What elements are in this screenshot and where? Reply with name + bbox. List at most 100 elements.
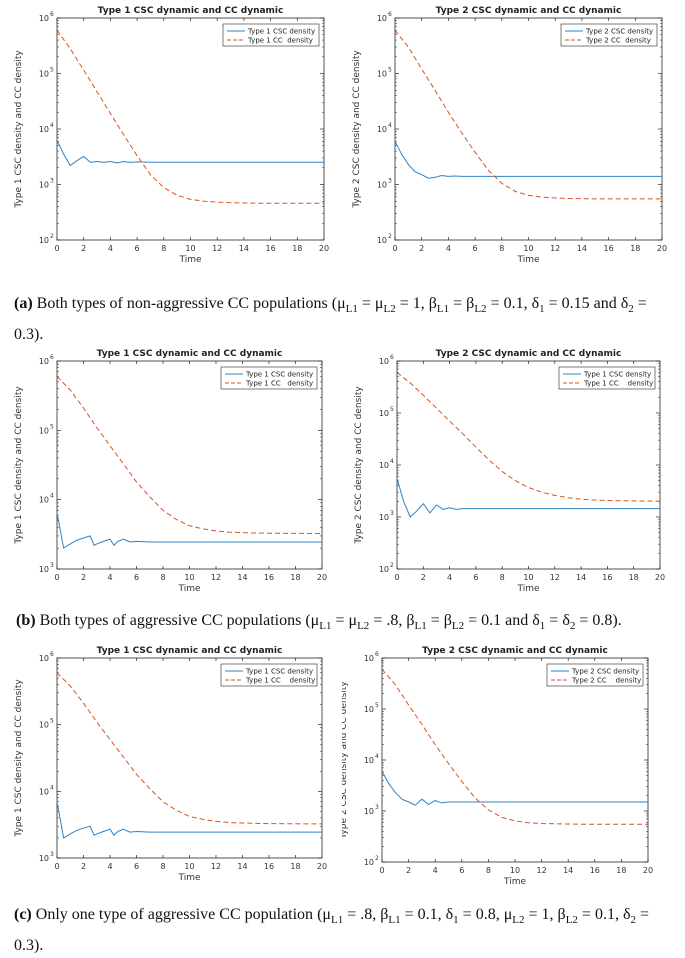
x-tick-label: 12 [212,244,222,253]
series-line-0 [56,139,324,167]
x-axis-label: Time [516,255,539,265]
x-axis-label: Time [177,584,200,594]
x-tick-label: 16 [602,573,612,582]
y-tick-exponent: 4 [50,122,54,129]
y-tick-label: 10 [39,721,49,730]
y-tick-label: 10 [379,565,389,574]
y-tick-label: 10 [377,14,387,23]
legend-entry: Type 2 CC density [571,677,641,685]
y-tick-exponent: 3 [390,510,394,517]
x-tick-label: 4 [108,244,113,253]
y-tick-exponent: 5 [50,718,54,725]
x-tick-label: 18 [630,244,640,253]
x-tick-label: 20 [655,573,665,582]
x-tick-label: 8 [160,573,165,582]
y-tick-exponent: 3 [50,851,54,858]
y-axis-label: Type 1 CSC density and CC density [14,386,24,545]
caption-b-lead: Both types of aggressive CC populations [39,612,302,629]
legend-box [560,23,658,47]
x-tick-label: 10 [523,244,533,253]
x-axis-label: Time [503,877,526,887]
x-tick-label: 20 [319,244,329,253]
y-tick-exponent: 5 [50,423,54,430]
chart-title: Type 1 CSC dynamic and CC dynamic [98,6,284,16]
x-tick-label: 2 [81,862,86,871]
x-tick-label: 6 [459,866,464,875]
x-tick-label: 20 [317,862,327,871]
y-tick-exponent: 2 [50,233,54,240]
x-tick-label: 16 [264,862,274,871]
y-tick-exponent: 4 [388,122,392,129]
y-tick-exponent: 6 [390,354,394,361]
chart-title: Type 1 CSC dynamic and CC dynamic [97,646,283,656]
y-tick-label: 10 [39,70,49,79]
x-tick-label: 12 [211,573,221,582]
x-tick-label: 8 [161,244,166,253]
x-tick-label: 16 [264,573,274,582]
caption-c-params: (μL1 = .8, βL1 = 0.1, δ1 = 0.8, μL2 = 1,… [14,906,650,955]
y-tick-label: 10 [39,14,49,23]
caption-c: (c) Only one type of aggressive CC popul… [14,902,676,958]
x-tick-label: 6 [134,862,139,871]
x-tick-label: 2 [406,866,411,875]
y-tick-label: 10 [379,461,389,470]
legend-box [220,366,318,390]
x-tick-label: 10 [523,573,533,582]
y-tick-label: 10 [364,756,374,765]
plot-area [56,17,325,241]
x-tick-label: 14 [237,573,247,582]
x-tick-label: 4 [447,573,452,582]
x-tick-label: 18 [290,862,300,871]
x-axis-label: Time [516,584,539,594]
x-tick-label: 10 [184,862,194,871]
x-tick-label: 4 [107,573,112,582]
x-tick-label: 12 [550,573,560,582]
y-tick-exponent: 2 [388,233,392,240]
x-tick-label: 0 [379,866,384,875]
caption-b: (b) Both types of aggressive CC populati… [16,608,678,639]
y-tick-label: 10 [39,125,49,134]
x-tick-label: 0 [54,244,59,253]
caption-a-lead: Both types of non-aggressive CC populati… [36,295,328,312]
y-tick-exponent: 3 [50,562,54,569]
plot-area [56,360,323,570]
x-tick-label: 0 [392,244,397,253]
y-tick-label: 10 [364,654,374,663]
y-tick-label: 10 [364,705,374,714]
x-tick-label: 20 [643,866,653,875]
y-tick-label: 10 [39,654,49,663]
x-tick-label: 0 [394,573,399,582]
x-tick-label: 4 [107,862,112,871]
x-tick-label: 0 [54,573,59,582]
legend-entry: Type 1 CSC density [247,28,315,36]
x-tick-label: 4 [433,866,438,875]
x-tick-label: 18 [629,573,639,582]
series-line-1 [56,30,324,204]
y-tick-exponent: 3 [50,178,54,185]
y-tick-label: 10 [39,565,49,574]
legend-entry: Type 1 CSC density [583,371,651,379]
legend-box [546,663,644,687]
series-line-1 [56,672,323,825]
caption-a: (a) Both types of non-aggressive CC popu… [14,291,676,347]
legend-entry: Type 2 CSC density [585,28,653,36]
legend-box [220,663,318,687]
y-tick-exponent: 5 [50,67,54,74]
y-tick-label: 10 [379,513,389,522]
x-tick-label: 14 [239,244,249,253]
x-tick-label: 14 [577,244,587,253]
y-tick-label: 10 [364,807,374,816]
y-tick-label: 10 [39,496,49,505]
series-line-0 [381,771,648,806]
x-tick-label: 8 [160,862,165,871]
y-tick-label: 10 [377,70,387,79]
x-tick-label: 2 [421,573,426,582]
y-tick-exponent: 3 [375,804,379,811]
caption-c-label: (c) [14,906,32,923]
legend-entry: Type 1 CSC density [245,668,313,676]
x-tick-label: 16 [266,244,276,253]
y-tick-exponent: 6 [50,11,54,18]
x-tick-label: 12 [537,866,547,875]
